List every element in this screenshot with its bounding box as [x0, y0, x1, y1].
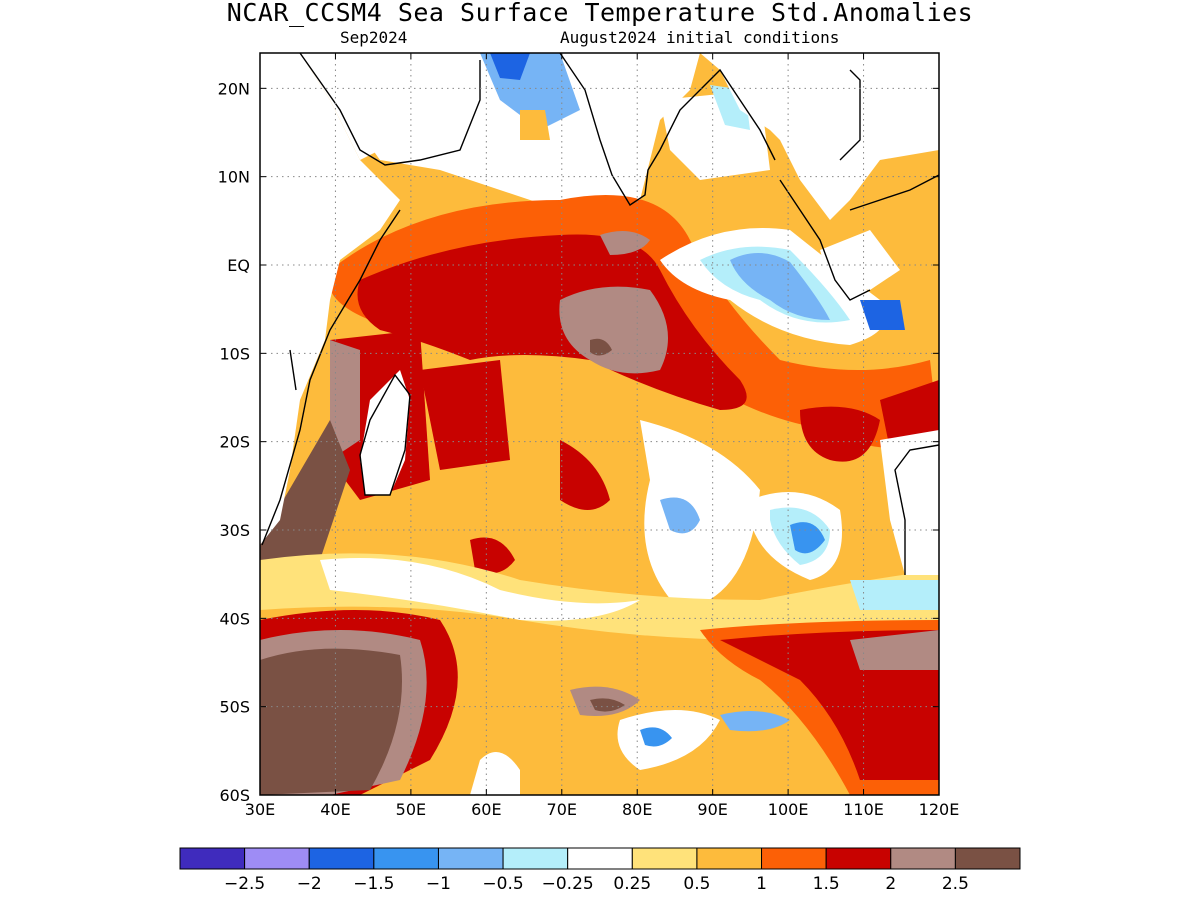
initial-conditions-label: August2024 initial conditions [560, 28, 840, 47]
colorbar-label: 0.25 [613, 874, 651, 894]
lat-tick-label: 60S [219, 786, 250, 805]
colorbar-swatch [373, 847, 439, 870]
lat-tick-label: 50S [219, 698, 250, 717]
colorbar-label: 1 [756, 874, 767, 894]
lon-tick-label: 80E [622, 800, 652, 819]
lat-tick-label: EQ [227, 256, 250, 275]
colorbar-swatch [631, 847, 698, 870]
lat-tick-label: 40S [219, 609, 250, 628]
colorbar: −2.5 −2 −1.5 −1 −0.5 −0.25 0.25 0.5 1 1.5 2 2.5 [179, 847, 1021, 894]
axis-ticks: 30E 40E 50E 60E 70E 80E 90E 100E 110E 120E 20N 10N E… [218, 53, 960, 819]
lon-tick-label: 110E [843, 800, 884, 819]
colorbar-label: −0.5 [482, 874, 523, 894]
forecast-month: Sep2024 [340, 28, 408, 47]
colorbar-swatch [308, 847, 375, 870]
lon-tick-label: 120E [919, 800, 960, 819]
lon-tick-label: 70E [547, 800, 577, 819]
lon-tick-label: 50E [396, 800, 426, 819]
colorbar-label: −1.5 [353, 874, 394, 894]
anomaly-field [260, 53, 939, 795]
colorbar-swatch [567, 847, 633, 870]
map-title: NCAR_CCSM4 Sea Surface Temperature Std.A… [226, 0, 974, 27]
colorbar-swatch [696, 847, 763, 870]
lon-tick-label: 100E [768, 800, 809, 819]
lon-tick-label: 90E [697, 800, 727, 819]
colorbar-swatch [761, 847, 827, 870]
colorbar-label: 0.5 [683, 874, 710, 894]
colorbar-label: 2.5 [942, 874, 969, 894]
lon-tick-label: 60E [471, 800, 501, 819]
lat-tick-label: 10S [219, 344, 250, 363]
colorbar-label: 2 [885, 874, 896, 894]
colorbar-swatch [502, 847, 569, 870]
map-frame [259, 52, 940, 796]
colorbar-swatch [954, 847, 1021, 870]
colorbar-swatch [825, 847, 892, 870]
colorbar-label: −0.25 [542, 874, 594, 894]
lon-tick-label: 30E [245, 800, 275, 819]
colorbar-label: −2 [297, 874, 322, 894]
lat-tick-label: 20S [219, 433, 250, 452]
lat-tick-label: 20N [218, 79, 250, 98]
colorbar-swatch [244, 847, 310, 870]
lon-tick-label: 40E [320, 800, 350, 819]
lat-tick-label: 10N [218, 168, 250, 187]
coastlines [261, 52, 940, 575]
colorbar-swatch [179, 847, 246, 870]
colorbar-label: −2.5 [224, 874, 265, 894]
colorbar-swatch [437, 847, 504, 870]
lat-tick-label: 30S [219, 521, 250, 540]
colorbar-label: 1.5 [813, 874, 840, 894]
colorbar-swatch [890, 847, 956, 870]
colorbar-label: −1 [426, 874, 451, 894]
